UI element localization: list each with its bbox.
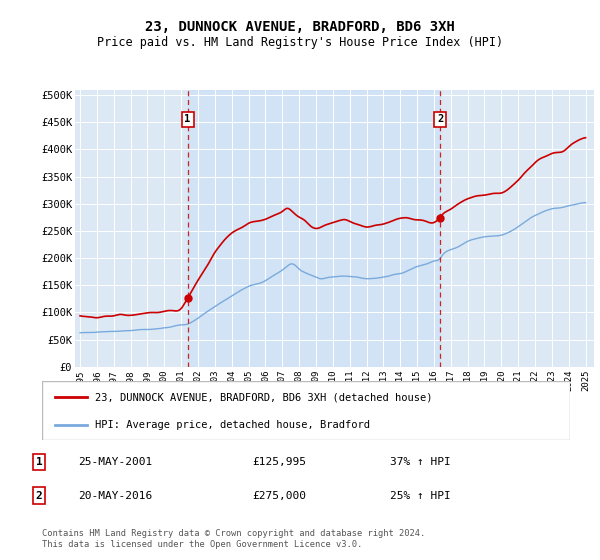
FancyBboxPatch shape — [42, 381, 570, 440]
Text: 23, DUNNOCK AVENUE, BRADFORD, BD6 3XH: 23, DUNNOCK AVENUE, BRADFORD, BD6 3XH — [145, 20, 455, 34]
Text: £275,000: £275,000 — [252, 491, 306, 501]
Text: 2: 2 — [437, 114, 443, 124]
Text: 23, DUNNOCK AVENUE, BRADFORD, BD6 3XH (detached house): 23, DUNNOCK AVENUE, BRADFORD, BD6 3XH (d… — [95, 392, 432, 402]
Text: HPI: Average price, detached house, Bradford: HPI: Average price, detached house, Brad… — [95, 420, 370, 430]
Text: £125,995: £125,995 — [252, 457, 306, 467]
Text: 2: 2 — [35, 491, 43, 501]
Text: Contains HM Land Registry data © Crown copyright and database right 2024.
This d: Contains HM Land Registry data © Crown c… — [42, 529, 425, 549]
Text: 25-MAY-2001: 25-MAY-2001 — [78, 457, 152, 467]
Text: 1: 1 — [184, 114, 191, 124]
Text: Price paid vs. HM Land Registry's House Price Index (HPI): Price paid vs. HM Land Registry's House … — [97, 36, 503, 49]
Text: 1: 1 — [35, 457, 43, 467]
Text: 20-MAY-2016: 20-MAY-2016 — [78, 491, 152, 501]
Text: 25% ↑ HPI: 25% ↑ HPI — [390, 491, 451, 501]
Text: 37% ↑ HPI: 37% ↑ HPI — [390, 457, 451, 467]
Bar — [188, 90, 440, 367]
